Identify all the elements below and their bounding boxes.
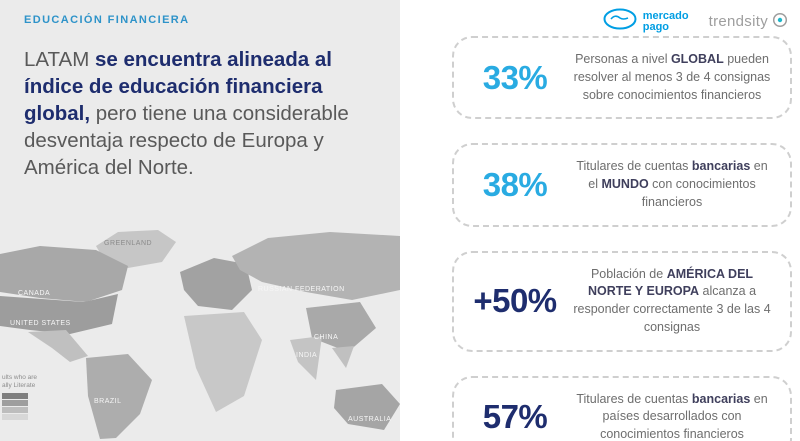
map-legend-title-line1: ults who are [2, 374, 38, 381]
trendsity-icon [772, 12, 788, 32]
stat-card-world-accounts: 38% Titulares de cuentas bancarias en el… [452, 143, 792, 227]
region-europe [180, 258, 252, 310]
region-canada [0, 246, 128, 302]
map-label-united-states: UNITED STATES [10, 320, 71, 327]
stat-cards: 33% Personas a nivel GLOBAL pueden resol… [452, 36, 792, 441]
trendsity-logo: trendsity [709, 12, 788, 32]
stat-value: +50% [473, 282, 557, 319]
left-panel: EDUCACIÓN FINANCIERA LATAM se encuentra … [0, 0, 400, 441]
mercado-pago-logo: mercado pago [603, 8, 689, 35]
stat-text: Titulares de cuentas bancarias en el MUN… [576, 159, 768, 209]
region-russia [232, 232, 400, 300]
region-greenland [96, 230, 176, 268]
map-label-greenland: GREENLAND [104, 240, 153, 247]
map-label-canada: CANADA [18, 290, 51, 297]
stat-text: Personas a nivel GLOBAL pueden resolver … [573, 52, 771, 102]
stat-value: 57% [482, 398, 548, 436]
map-label-india: INDIA [296, 352, 318, 359]
stat-value: 33% [482, 58, 548, 96]
section-title: EDUCACIÓN FINANCIERA [24, 14, 190, 26]
map-legend-title: ults who are ally Literate [2, 374, 82, 390]
region-south-america [86, 354, 152, 439]
region-united-states [0, 294, 118, 334]
stat-text: Titulares de cuentas bancarias en países… [576, 391, 768, 441]
region-southeast-asia [332, 346, 354, 368]
stat-value: 38% [482, 165, 548, 203]
stat-card-developed-countries: 57% Titulares de cuentas bancarias en pa… [452, 375, 792, 441]
mercado-pago-line1: mercado [642, 10, 689, 23]
mercado-pago-wordmark: mercado pago [642, 10, 689, 33]
map-legend-swatches [2, 393, 82, 421]
map-label-china: CHINA [314, 334, 339, 341]
intro-paragraph: LATAM se encuentra alineada al índice de… [24, 48, 349, 180]
map-label-brazil: BRAZIL [94, 398, 122, 405]
world-map-graphic [0, 230, 400, 439]
map-legend-title-line2: ally Literate [2, 382, 36, 390]
trendsity-wordmark: trendsity [708, 13, 768, 30]
region-australia [334, 384, 400, 430]
stat-text: Población de AMÉRICA DEL NORTE Y EUROPA … [573, 266, 771, 334]
map-legend: ults who are ally Literate [2, 374, 82, 421]
region-china [306, 302, 376, 352]
region-africa [184, 312, 262, 412]
mercado-pago-line2: pago [642, 20, 670, 33]
mercado-pago-icon [603, 8, 637, 35]
map-label-russia: RUSSIAN FEDERATION [258, 286, 345, 293]
region-central-america [28, 330, 88, 362]
region-india [290, 336, 322, 380]
map-label-australia: AUSTRALIA [348, 416, 392, 423]
logo-bar: mercado pago trendsity [603, 8, 788, 35]
world-map: GREENLAND CANADA UNITED STATES RUSSIAN F… [0, 228, 400, 441]
stat-card-north-america-europe: +50% Población de AMÉRICA DEL NORTE Y EU… [452, 250, 792, 352]
stat-card-global: 33% Personas a nivel GLOBAL pueden resol… [452, 36, 792, 120]
